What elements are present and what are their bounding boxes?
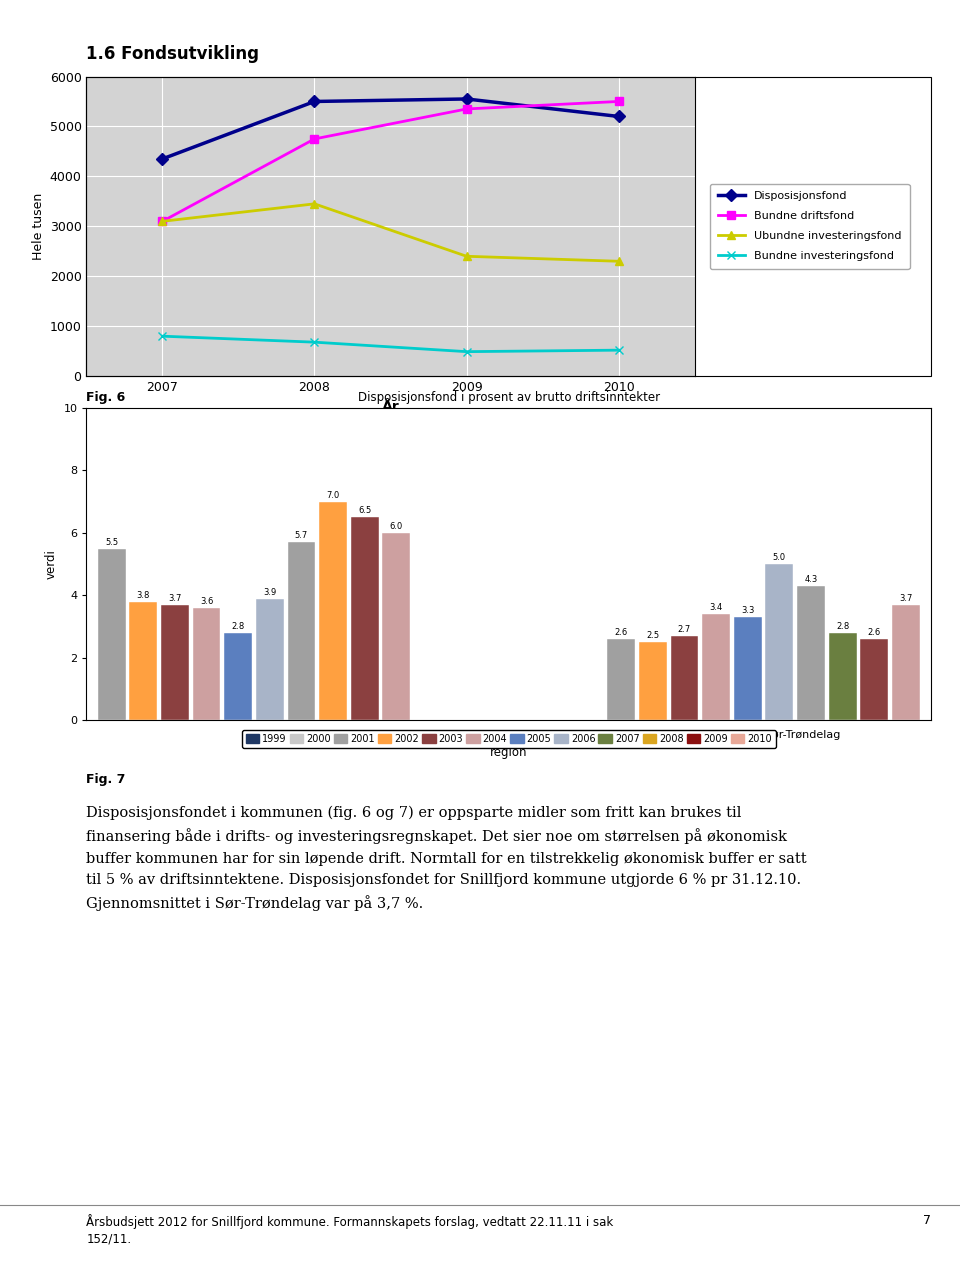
Ubundne investeringsfond	[612, 254, 624, 269]
Line: Bundne driftsfond: Bundne driftsfond	[158, 97, 623, 226]
Text: 3.8: 3.8	[136, 590, 150, 599]
Ubundne investeringsfond	[461, 249, 472, 264]
Bar	[860, 639, 888, 720]
Bar	[319, 502, 347, 720]
Bar	[671, 636, 699, 720]
Legend: 1999, 2000, 2001, 2002, 2003, 2004, 2005, 2006, 2007, 2008, 2009, 2010: 1999, 2000, 2001, 2002, 2003, 2004, 2005…	[242, 731, 776, 747]
Bar	[892, 604, 920, 720]
Disposisjonsfond	[309, 94, 321, 110]
Y-axis label: Hele tusen: Hele tusen	[33, 193, 45, 260]
Text: 3.7: 3.7	[168, 594, 181, 603]
Text: 152/11.: 152/11.	[86, 1233, 132, 1246]
X-axis label: År: År	[382, 399, 399, 413]
Text: 2.7: 2.7	[678, 625, 691, 634]
Bar	[765, 564, 793, 720]
Title: Disposisjonsfond i prosent av brutto driftsinntekter: Disposisjonsfond i prosent av brutto dri…	[358, 391, 660, 404]
Disposisjonsfond	[612, 108, 624, 124]
Disposisjonsfond	[156, 152, 168, 167]
Text: 2.8: 2.8	[231, 622, 245, 631]
Text: Årsbudsjett 2012 for Snillfjord kommune. Formannskapets forslag, vedtatt 22.11.1: Årsbudsjett 2012 for Snillfjord kommune.…	[86, 1214, 613, 1229]
Text: Fig. 6: Fig. 6	[86, 391, 126, 404]
Text: 5.7: 5.7	[295, 532, 308, 541]
Bundne driftsfond	[309, 131, 321, 147]
X-axis label: region: region	[490, 746, 528, 759]
Text: 2.8: 2.8	[836, 622, 850, 631]
Text: 7: 7	[924, 1214, 931, 1227]
Text: 6.5: 6.5	[358, 506, 372, 515]
Bundne investeringsfond	[156, 329, 168, 344]
Text: 5.5: 5.5	[106, 538, 118, 547]
Ubundne investeringsfond	[309, 196, 321, 212]
Text: 2.6: 2.6	[614, 629, 628, 638]
Text: 2.5: 2.5	[646, 631, 660, 640]
Y-axis label: verdi: verdi	[45, 550, 58, 579]
Legend: Disposisjonsfond, Bundne driftsfond, Ubundne investeringsfond, Bundne investerin: Disposisjonsfond, Bundne driftsfond, Ubu…	[709, 184, 909, 269]
Bundne driftsfond	[156, 214, 168, 230]
Bundne investeringsfond	[309, 334, 321, 349]
Bar	[382, 533, 410, 720]
Bar	[130, 602, 157, 720]
Bar	[702, 615, 730, 720]
Bar	[608, 639, 636, 720]
Text: 3.9: 3.9	[263, 588, 276, 597]
Bar	[98, 548, 126, 720]
Text: 4.3: 4.3	[804, 575, 818, 584]
Text: 1.6 Fondsutvikling: 1.6 Fondsutvikling	[86, 45, 259, 62]
Bar	[161, 604, 189, 720]
Bar	[225, 632, 252, 720]
Bar	[256, 598, 284, 720]
Line: Bundne investeringsfond: Bundne investeringsfond	[158, 332, 623, 356]
Bar	[350, 518, 378, 720]
Text: 2.6: 2.6	[868, 629, 881, 638]
Bundne investeringsfond	[461, 344, 472, 360]
Bar	[797, 586, 825, 720]
Bar	[288, 542, 316, 720]
Text: 6.0: 6.0	[390, 521, 403, 532]
Bundne investeringsfond	[612, 343, 624, 358]
Text: 5.0: 5.0	[773, 553, 786, 562]
Line: Disposisjonsfond: Disposisjonsfond	[158, 94, 623, 163]
Bundne driftsfond	[612, 94, 624, 110]
Bar	[828, 632, 856, 720]
Line: Ubundne investeringsfond: Ubundne investeringsfond	[158, 200, 623, 265]
Bar	[733, 617, 761, 720]
Text: 3.6: 3.6	[200, 597, 213, 606]
Text: 7.0: 7.0	[326, 491, 340, 500]
Bar	[193, 608, 221, 720]
Text: Fig. 7: Fig. 7	[86, 773, 126, 785]
Bundne driftsfond	[461, 101, 472, 116]
Ubundne investeringsfond	[156, 214, 168, 230]
Bar	[639, 643, 667, 720]
Text: 3.4: 3.4	[709, 603, 723, 612]
Text: Disposisjonsfondet i kommunen (fig. 6 og 7) er oppsparte midler som fritt kan br: Disposisjonsfondet i kommunen (fig. 6 og…	[86, 806, 807, 910]
Text: 3.3: 3.3	[741, 607, 755, 616]
Disposisjonsfond	[461, 92, 472, 107]
Text: 3.7: 3.7	[900, 594, 913, 603]
